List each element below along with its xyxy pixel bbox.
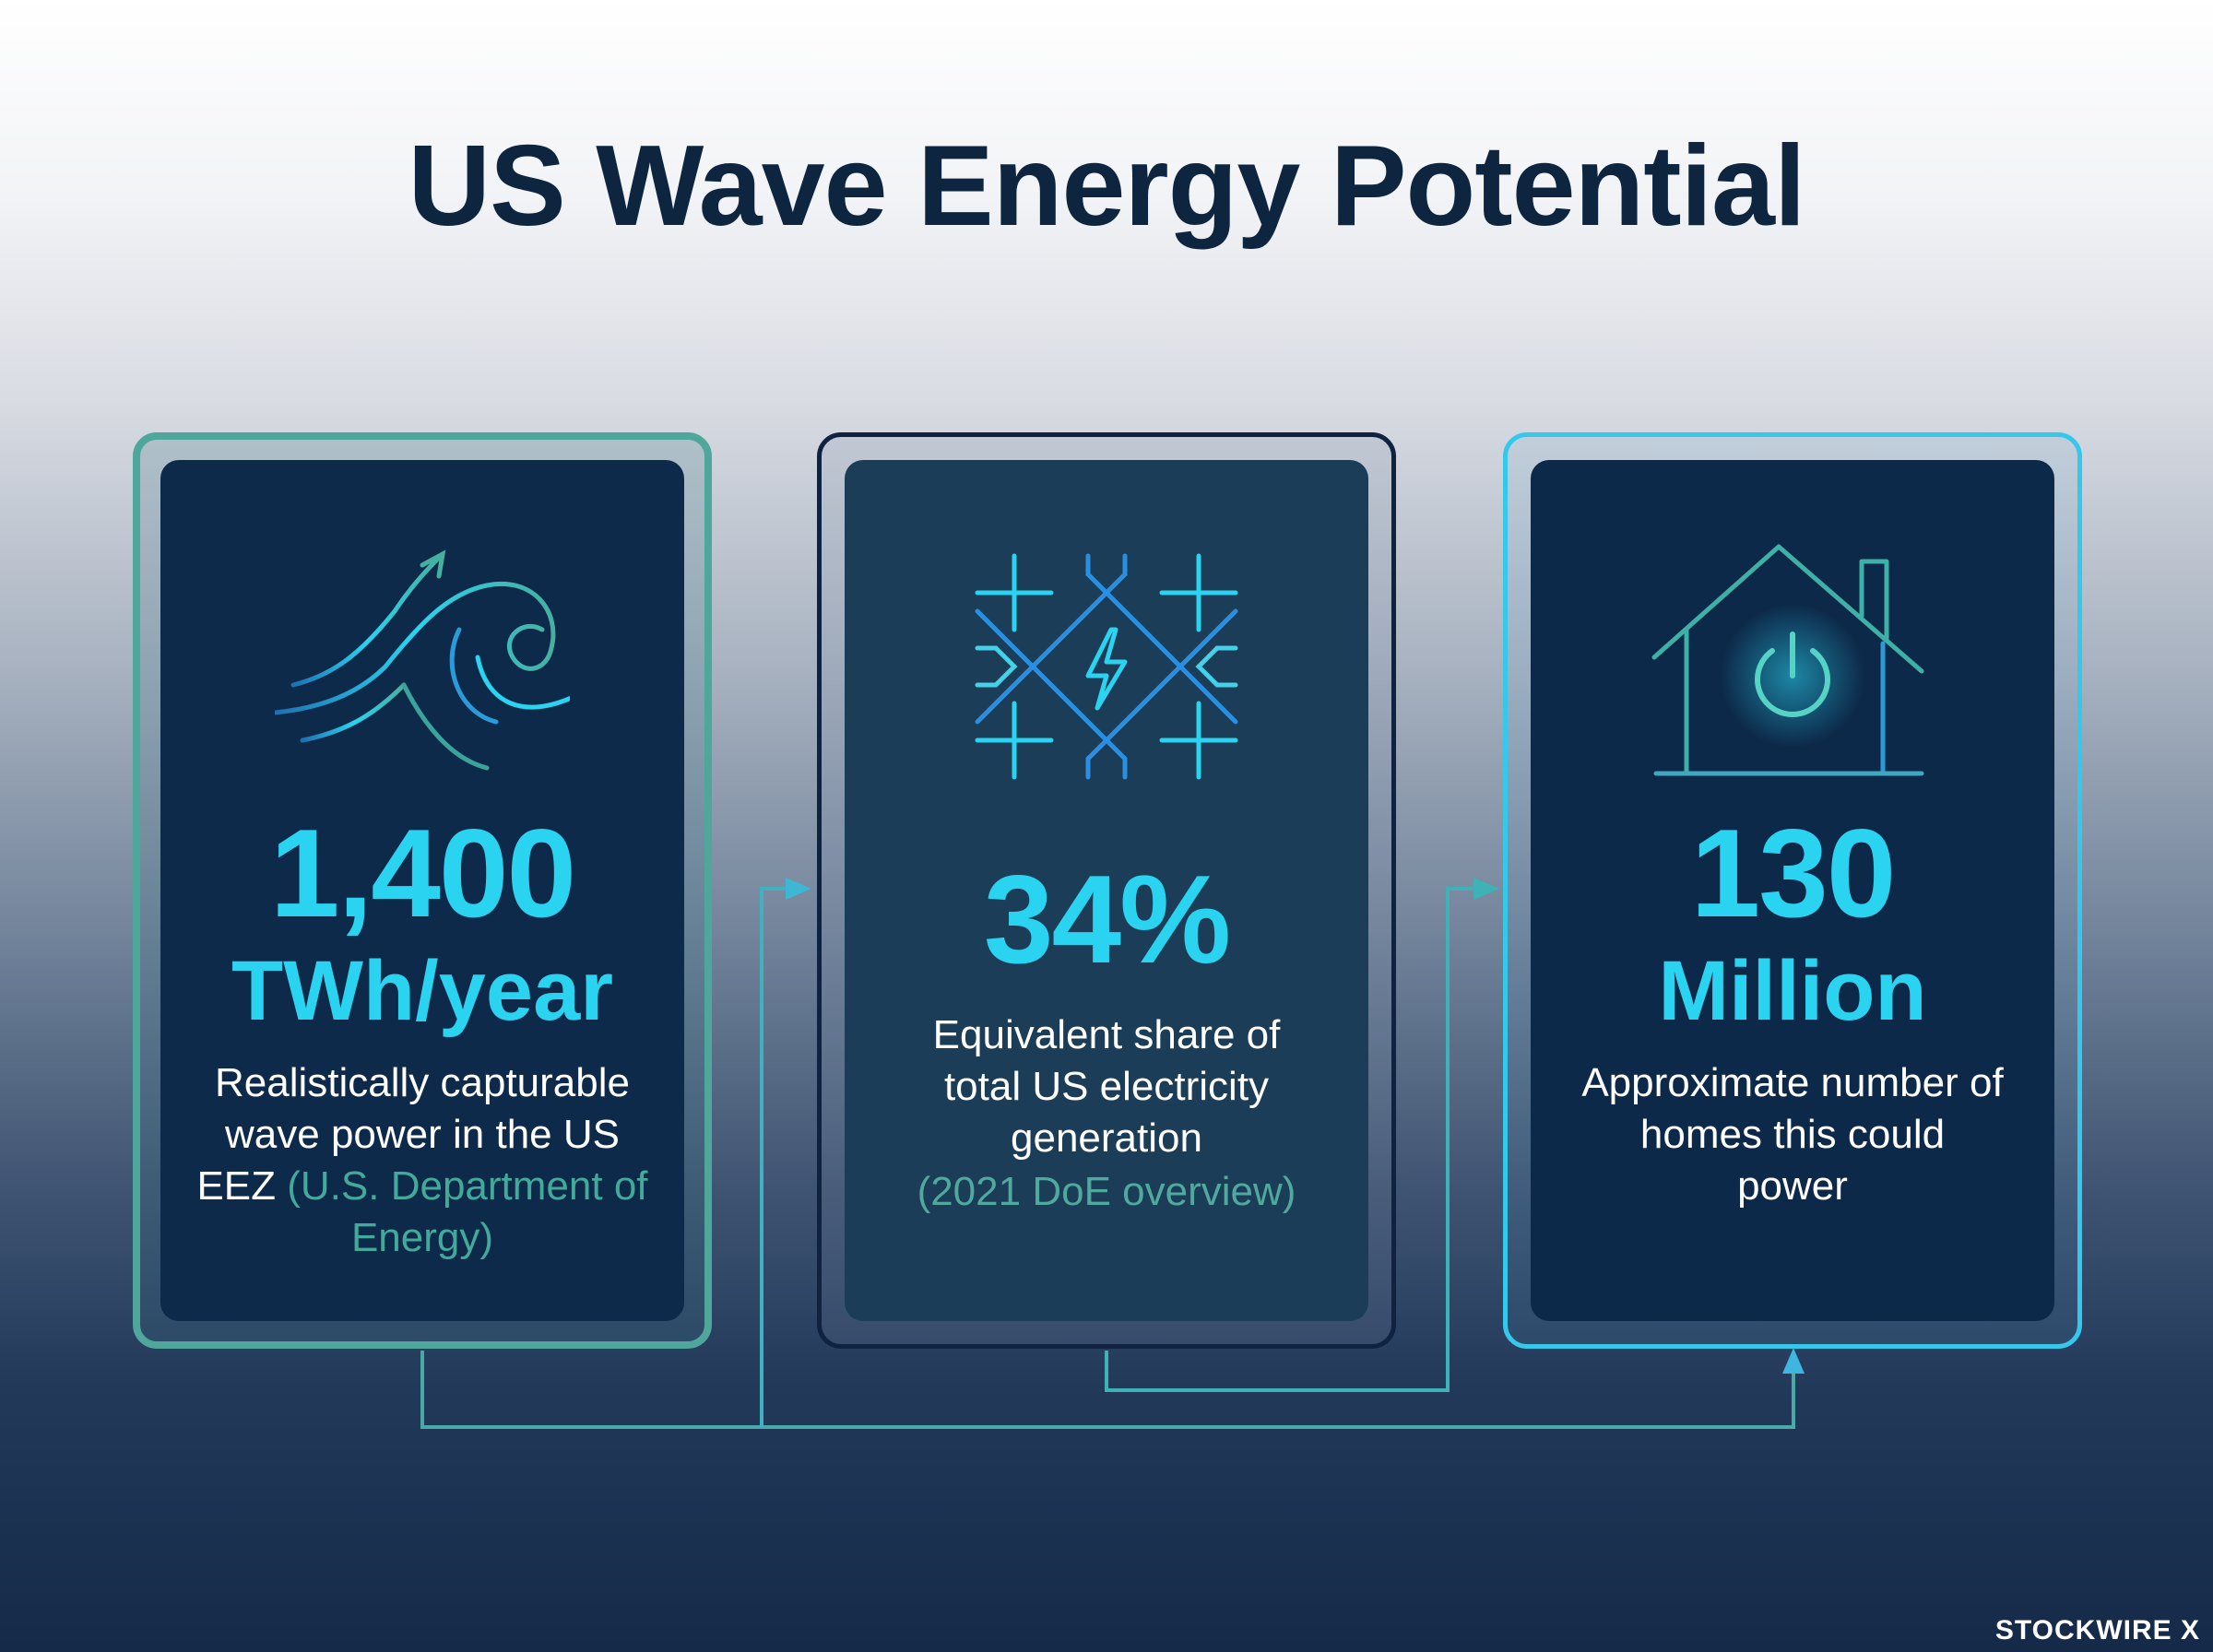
connector-card1-to-card2 [760,887,802,1427]
stat-value-share: 34% [983,849,1231,989]
power-grid-icon [975,553,1238,780]
page-title: US Wave Energy Potential [408,123,1806,250]
description-text-wave: Realistically capturable wave power in t… [196,1060,630,1209]
citation-doe: (U.S. Department of Energy) [287,1163,648,1260]
arrow-head-card3-left [1473,878,1499,900]
stat-description-share: Equivalent share of total US electricity… [932,1012,1281,1161]
connector-card2-to-card3 [1105,887,1485,1392]
wave-icon [275,549,570,771]
arrow-head-card2 [786,878,811,900]
stat-unit-homes: Million [1658,944,1927,1038]
citation-doe-2021: (2021 DoE overview) [917,1169,1296,1214]
card-electricity-share: 34% Equivalent share of total US electri… [845,460,1368,1321]
card-homes-powered: 130 Million Approximate number of homes … [1531,460,2054,1321]
stat-description-wave: Realistically capturable wave power in t… [192,1057,653,1264]
connector-card1-to-card3 [420,1351,1795,1429]
stat-unit-wave: TWh/year [231,944,614,1038]
stat-value-homes: 130 [1690,803,1897,943]
card-wave-power: 1,400 TWh/year Realistically capturable … [160,460,684,1321]
stat-value-wave: 1,400 [269,803,576,943]
watermark-logo: STOCKWIRE X [1994,1615,2200,1646]
stat-description-homes: Approximate number of homes this could p… [1581,1060,2004,1209]
arrow-head-card3-bottom [1782,1348,1805,1374]
house-power-icon [1651,544,1924,776]
